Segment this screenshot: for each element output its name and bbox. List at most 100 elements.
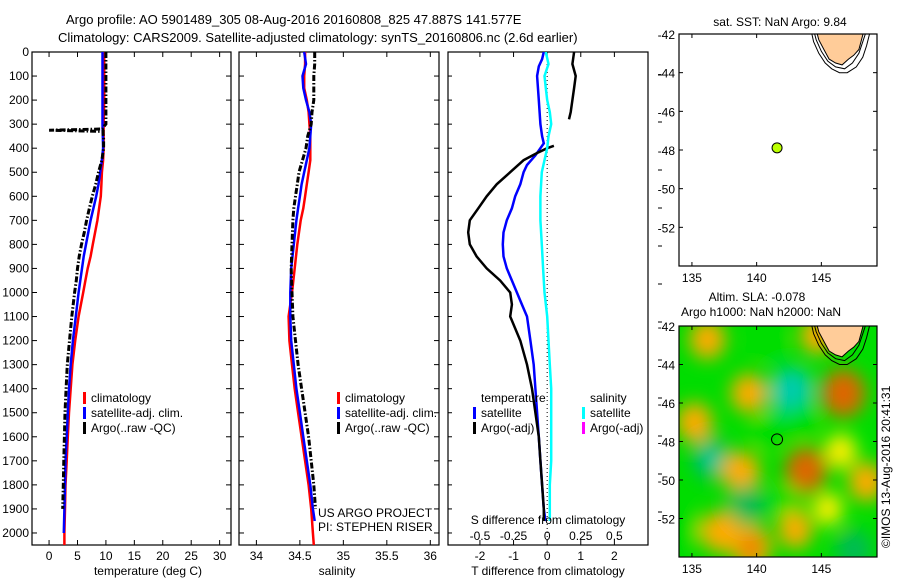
sla-anomaly-cell — [848, 462, 877, 502]
sla-anomaly-cell — [785, 404, 818, 440]
temperature-series-group — [49, 52, 108, 545]
sst-map-xtick-label: 140 — [747, 271, 767, 285]
depth-tick-label: 1800 — [2, 478, 29, 492]
project-annotation: US ARGO PROJECT — [318, 506, 433, 520]
legend-heading: salinity — [590, 391, 627, 405]
salinity-xtick-label: 35.5 — [375, 549, 399, 563]
sla-anomaly-cell — [824, 433, 857, 469]
depth-tick-label: 700 — [9, 213, 29, 227]
sla-map-xtick-label: 135 — [682, 562, 702, 576]
sla-map-ytick-label: -44 — [658, 359, 676, 373]
legend-label: satellite-adj. clim. — [345, 406, 437, 420]
depth-tick-label: 500 — [9, 165, 29, 179]
legend-label: climatology — [345, 391, 405, 405]
legend-swatch — [337, 407, 340, 419]
depth-tick-label: 1300 — [2, 358, 29, 372]
salinity-series-group — [287, 52, 317, 545]
sla-map-ytick-label: -50 — [658, 474, 676, 488]
salinity-xtick-label: 34 — [250, 549, 264, 563]
temperature-series-satellite-adj-clim- — [62, 52, 105, 534]
difference-series-group — [466, 52, 577, 522]
sla-map-title-2: Argo h1000: NaN h2000: NaN — [681, 305, 841, 319]
depth-tick-label: 100 — [9, 69, 29, 83]
legend-swatch — [582, 407, 585, 419]
difference-panel: -2-1012-0.5-0.2500.250.5temperaturesatel… — [447, 51, 662, 563]
temperature-xtick-label: 25 — [185, 549, 199, 563]
s-diff-xtick-label: 0.25 — [569, 529, 593, 543]
tasmania-land — [816, 326, 864, 358]
sla-anomaly-core — [833, 382, 854, 405]
legend-swatch — [83, 422, 86, 434]
difference-series-salinity-satellite — [539, 52, 553, 521]
depth-tick-label: 200 — [9, 93, 29, 107]
salinity-xtick-label: 35 — [337, 549, 351, 563]
depth-tick-label: 600 — [9, 189, 29, 203]
sst-map-ytick-label: -46 — [658, 105, 676, 119]
t-diff-xtick-label: 2 — [611, 549, 618, 563]
salinity-xtick-label: 34.5 — [288, 549, 312, 563]
salinity-frame — [238, 51, 440, 546]
difference-series-temperature-argo-adj- — [567, 52, 577, 120]
sla-map-xtick-label: 140 — [747, 562, 767, 576]
sla-anomaly-core — [796, 459, 816, 481]
depth-tick-label: 1100 — [3, 310, 29, 324]
sst-map-xtick-label: 145 — [811, 271, 831, 285]
sla-anomaly-core — [781, 380, 802, 403]
depth-tick-label: 900 — [9, 261, 29, 275]
depth-tick-label: 1700 — [2, 454, 29, 468]
legend-label: Argo(-adj) — [590, 421, 643, 435]
temperature-xtick-label: 0 — [46, 549, 53, 563]
sst-map-title: sat. SST: NaN Argo: 9.84 — [713, 15, 847, 29]
sla-anomaly-cell — [778, 511, 813, 549]
legend-label: satellite — [590, 406, 631, 420]
sla-anomaly-cell — [727, 484, 766, 526]
temperature-frame — [31, 51, 232, 546]
sla-anomaly-cell — [701, 511, 740, 553]
s-diff-xtick-label: -0.5 — [470, 529, 491, 543]
depth-contour — [814, 34, 866, 70]
sla-anomaly-cell — [679, 510, 702, 546]
legend-label: satellite — [481, 406, 522, 420]
t-diff-xtick-label: -2 — [475, 549, 486, 563]
depth-tick-label: 2000 — [2, 526, 29, 540]
legend-label: satellite-adj. clim. — [91, 406, 183, 420]
sst-map-xtick-label: 135 — [682, 271, 702, 285]
depth-tick-label: 400 — [9, 141, 29, 155]
sst-map-panel: 135 140 145 -42 -44 -46 -48 -50 -52 — [658, 28, 878, 285]
sla-anomaly-cell — [689, 326, 726, 360]
s-diff-xtick-label: 0.5 — [606, 529, 623, 543]
pi-annotation: PI: STEPHEN RISER — [318, 520, 433, 534]
imos-watermark: ©IMOS 13-Aug-2016 20:41:31 — [879, 385, 893, 548]
tasmania-land — [816, 34, 864, 66]
sst-map-ytick-label: -48 — [658, 144, 676, 158]
difference-series-temperature-argo-adj- — [466, 144, 555, 521]
salinity-xtick-label: 36 — [424, 549, 438, 563]
legend-label: Argo(-adj) — [481, 421, 534, 435]
temperature-xlabel: temperature (deg C) — [94, 564, 202, 578]
s-diff-xtick-label: -0.25 — [500, 529, 528, 543]
sla-map-ytick-label: -48 — [658, 436, 676, 450]
sla-anomaly-cell — [812, 492, 843, 526]
legend-swatch — [473, 422, 476, 434]
climatology-subtitle: Climatology: CARS2009. Satellite-adjuste… — [58, 30, 578, 45]
temperature-xtick-label: 20 — [156, 549, 170, 563]
depth-tick-label: 1600 — [2, 430, 29, 444]
sst-map-ytick-label: -44 — [658, 67, 676, 81]
salinity-panel: 34 34.5 35 35.5 36 climatologysatellite-adj. … — [238, 51, 440, 563]
t-diff-xtick-label: -1 — [508, 549, 519, 563]
difference-frame — [447, 51, 649, 546]
sla-anomaly-cell — [754, 326, 785, 358]
temperature-series-argo-raw-qc- — [49, 52, 108, 509]
sla-map-panel: 135 140 145 -42 -44 -46 -48 -50 -52 — [658, 320, 878, 576]
sla-heatmap-blobs — [679, 326, 877, 557]
depth-contour — [811, 34, 871, 74]
legend-swatch — [337, 422, 340, 434]
depth-tick-label: 1900 — [2, 502, 29, 516]
salinity-series-argo-raw-qc- — [289, 52, 317, 510]
depth-tick-label: 800 — [9, 237, 29, 251]
sla-map-land-group — [811, 326, 871, 365]
depth-tick-label: 1400 — [2, 382, 29, 396]
t-diff-xtick-label: 0 — [544, 549, 551, 563]
legend-swatch — [337, 392, 340, 404]
sla-map-ytick-label: -42 — [658, 320, 676, 334]
